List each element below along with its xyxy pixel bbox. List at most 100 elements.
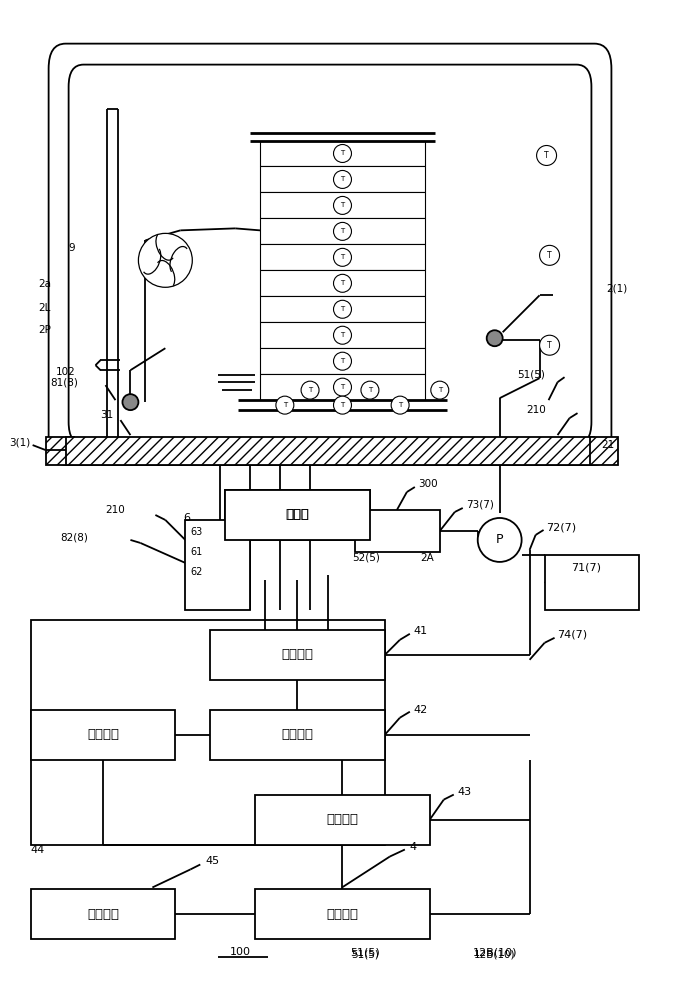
Bar	[260, 166, 425, 192]
Ellipse shape	[478, 518, 521, 562]
Text: 82(8): 82(8)	[60, 533, 88, 543]
Text: 2L: 2L	[39, 303, 51, 313]
Text: 51(5): 51(5)	[351, 949, 379, 959]
Text: 显示装置: 显示装置	[87, 908, 119, 921]
Text: 62: 62	[190, 567, 202, 577]
Ellipse shape	[391, 396, 409, 414]
Text: 51(5): 51(5)	[517, 369, 545, 379]
Text: 压力计: 压力计	[286, 508, 310, 521]
Bar	[260, 374, 425, 400]
Ellipse shape	[122, 394, 139, 410]
Text: T: T	[340, 332, 345, 338]
Text: 51(5): 51(5)	[350, 947, 380, 957]
Bar	[45, 437, 73, 465]
Bar	[31, 710, 175, 760]
Text: T: T	[340, 228, 345, 234]
Text: 压力计: 压力计	[287, 508, 309, 521]
Text: P: P	[496, 533, 503, 546]
Bar	[255, 795, 430, 845]
Text: 61: 61	[190, 547, 202, 557]
Text: 收纳装置: 收纳装置	[87, 728, 119, 741]
Text: 确定装置: 确定装置	[282, 728, 314, 741]
Text: T: T	[340, 384, 345, 390]
Ellipse shape	[333, 396, 352, 414]
Ellipse shape	[333, 170, 352, 188]
Bar	[260, 322, 425, 348]
Bar	[260, 140, 425, 166]
Text: T: T	[340, 306, 345, 312]
Ellipse shape	[333, 144, 352, 162]
Ellipse shape	[276, 396, 294, 414]
Text: 输入接口: 输入接口	[282, 648, 314, 661]
Bar	[31, 620, 385, 845]
Ellipse shape	[333, 248, 352, 266]
Text: 2a: 2a	[39, 279, 52, 289]
Text: 45: 45	[205, 856, 219, 866]
Text: 74(7): 74(7)	[557, 630, 588, 640]
Text: 2P: 2P	[39, 325, 52, 335]
Text: 2A: 2A	[420, 553, 434, 563]
Text: 100: 100	[230, 947, 251, 957]
Ellipse shape	[487, 330, 502, 346]
Ellipse shape	[333, 222, 352, 240]
Text: 41: 41	[414, 626, 428, 636]
Ellipse shape	[540, 245, 559, 265]
Text: T: T	[340, 254, 345, 260]
Bar	[225, 490, 370, 540]
Bar	[185, 520, 250, 610]
Text: 44: 44	[31, 845, 45, 855]
Text: T: T	[340, 280, 345, 286]
Text: T: T	[547, 251, 552, 260]
Text: 6: 6	[183, 513, 190, 523]
Text: T: T	[340, 402, 345, 408]
Bar	[591, 437, 619, 465]
Text: 3(1): 3(1)	[9, 437, 30, 447]
Text: 42: 42	[414, 705, 428, 715]
Text: T: T	[340, 176, 345, 182]
Bar	[66, 437, 595, 465]
Text: T: T	[398, 402, 402, 408]
Text: T: T	[438, 387, 442, 393]
Ellipse shape	[333, 196, 352, 214]
FancyBboxPatch shape	[49, 44, 611, 465]
Text: 81(8): 81(8)	[51, 377, 79, 387]
Ellipse shape	[333, 326, 352, 344]
Bar	[260, 192, 425, 218]
Text: 控制设备: 控制设备	[327, 908, 359, 921]
Text: 4: 4	[410, 842, 417, 852]
Ellipse shape	[361, 381, 379, 399]
Text: 102: 102	[56, 367, 75, 377]
Text: T: T	[368, 387, 372, 393]
Ellipse shape	[301, 381, 319, 399]
Text: T: T	[545, 151, 549, 160]
Bar	[260, 348, 425, 374]
Ellipse shape	[333, 352, 352, 370]
Bar	[260, 296, 425, 322]
Text: 72(7): 72(7)	[547, 523, 576, 533]
Text: 63: 63	[190, 527, 202, 537]
Text: 210: 210	[105, 505, 125, 515]
Text: T: T	[308, 387, 312, 393]
Ellipse shape	[536, 145, 557, 165]
Text: 210: 210	[527, 405, 547, 415]
Text: 2(1): 2(1)	[606, 283, 627, 293]
Bar	[210, 630, 385, 680]
Ellipse shape	[333, 300, 352, 318]
Text: T: T	[282, 402, 287, 408]
Bar	[545, 555, 640, 610]
Bar	[31, 889, 175, 939]
Bar	[355, 510, 440, 552]
Text: 12B(10): 12B(10)	[474, 949, 515, 959]
Ellipse shape	[139, 233, 192, 287]
Text: 71(7): 71(7)	[572, 563, 602, 573]
Ellipse shape	[333, 378, 352, 396]
Text: T: T	[340, 202, 345, 208]
Bar	[225, 490, 370, 540]
Text: 52(5): 52(5)	[352, 553, 380, 563]
Bar	[260, 218, 425, 244]
Text: 命令装置: 命令装置	[327, 813, 359, 826]
Text: 300: 300	[418, 479, 437, 489]
Ellipse shape	[540, 335, 559, 355]
Bar	[210, 710, 385, 760]
FancyBboxPatch shape	[69, 65, 591, 444]
